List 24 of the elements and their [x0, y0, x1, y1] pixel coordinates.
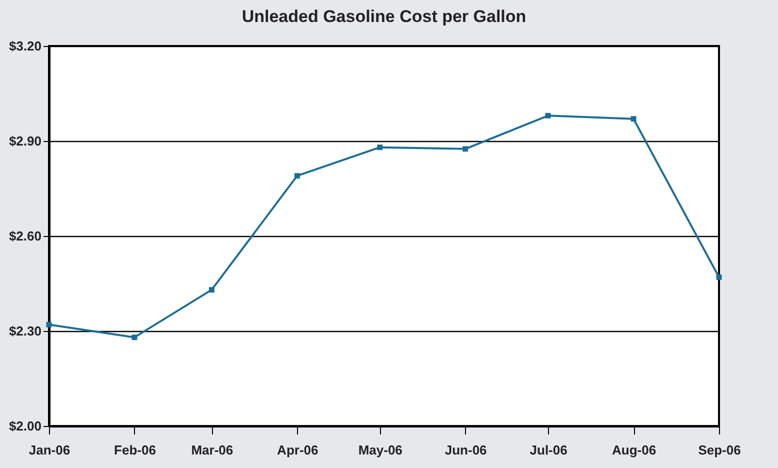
x-tick-label: Sep-06 — [698, 442, 741, 458]
point — [294, 173, 300, 179]
x-tick-label: Jan-06 — [28, 442, 70, 458]
point — [132, 334, 138, 340]
point — [46, 322, 52, 328]
chart-title: Unleaded Gasoline Cost per Gallon — [242, 7, 526, 26]
point — [716, 274, 722, 280]
point — [630, 116, 636, 122]
x-tick-label: Jul-06 — [530, 442, 568, 458]
x-tick-label: Feb-06 — [114, 442, 156, 458]
point — [462, 146, 468, 152]
x-tick-label: Apr-06 — [277, 442, 318, 458]
y-tick-label: $2.00 — [8, 418, 42, 434]
point — [208, 287, 214, 293]
y-tick-label: $2.30 — [8, 324, 42, 338]
x-tick-label: Aug-06 — [612, 442, 656, 458]
y-tick-label: $3.20 — [8, 38, 42, 54]
point — [545, 112, 551, 118]
y-tick-label: $2.90 — [8, 134, 42, 148]
point — [377, 144, 383, 150]
x-tick-label: May-06 — [358, 442, 402, 458]
x-tick-label: Mar-06 — [191, 442, 234, 458]
x-tick-label: Jun-06 — [444, 442, 487, 458]
y-tick-label: $2.60 — [8, 228, 42, 244]
